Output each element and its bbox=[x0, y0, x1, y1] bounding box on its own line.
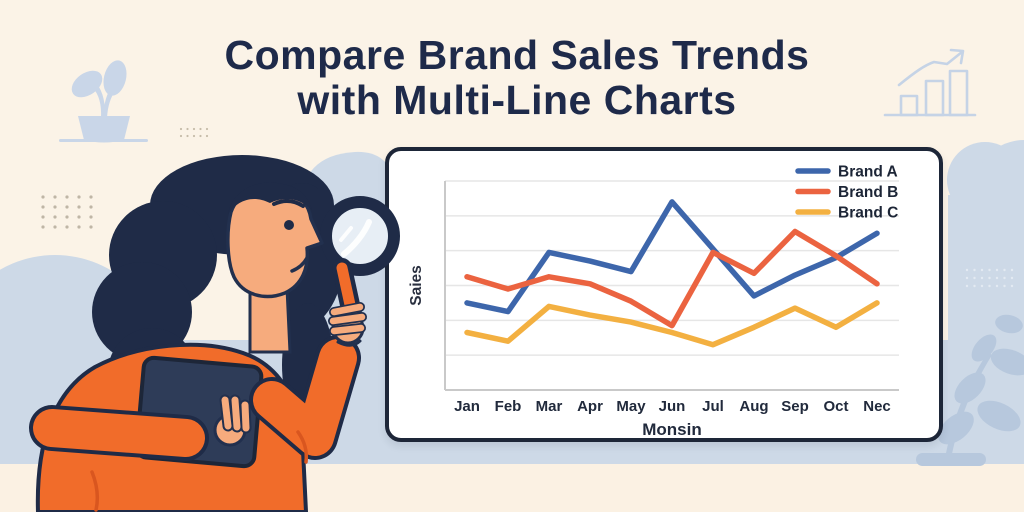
dot bbox=[65, 215, 69, 219]
dots-pattern-left bbox=[41, 195, 93, 229]
dot bbox=[199, 127, 202, 131]
dot bbox=[89, 215, 93, 219]
dot bbox=[980, 276, 984, 280]
dot bbox=[1010, 284, 1014, 288]
legend-item: Brand A bbox=[795, 164, 898, 181]
dot bbox=[77, 225, 81, 229]
dot bbox=[179, 134, 183, 138]
page-title: Compare Brand Sales Trends with Multi-Li… bbox=[112, 32, 922, 124]
dot bbox=[1010, 268, 1014, 272]
x-tick-label: Mar bbox=[536, 398, 563, 415]
legend-label: Brand A bbox=[838, 164, 898, 181]
chart-legend: Brand A Brand B Brand C bbox=[795, 164, 898, 222]
dot bbox=[41, 205, 45, 209]
dot bbox=[965, 284, 969, 288]
dot bbox=[192, 134, 196, 138]
legend-label: Brand C bbox=[838, 205, 898, 222]
legend-item: Brand B bbox=[795, 184, 898, 201]
page-title-line1: Compare Brand Sales Trends bbox=[224, 32, 810, 78]
dot bbox=[53, 215, 57, 219]
x-tick-label: Oct bbox=[823, 398, 848, 415]
dot bbox=[65, 205, 69, 209]
potted-plant-icon bbox=[59, 60, 148, 143]
page-title-line2: with Multi-Line Charts bbox=[297, 77, 737, 124]
dot bbox=[973, 276, 976, 280]
dot bbox=[179, 127, 183, 131]
x-tick-label: Feb bbox=[495, 398, 522, 415]
dots-pattern-title bbox=[179, 127, 209, 138]
bottom-strip bbox=[0, 464, 1024, 512]
dot bbox=[995, 268, 999, 272]
dot bbox=[199, 134, 202, 138]
growth-trend-icon bbox=[883, 48, 977, 117]
legend-label: Brand B bbox=[838, 184, 898, 201]
dot bbox=[1010, 276, 1014, 280]
series-line-brand-b bbox=[464, 228, 880, 329]
dot bbox=[77, 215, 81, 219]
series-line-brand-a bbox=[464, 199, 880, 315]
x-tick-label: Sep bbox=[781, 398, 809, 415]
dot bbox=[65, 195, 69, 199]
dot bbox=[53, 195, 57, 199]
dot bbox=[65, 225, 69, 229]
dot bbox=[89, 225, 93, 229]
dot bbox=[988, 284, 991, 288]
x-tick-label: Apr bbox=[577, 398, 603, 415]
dot bbox=[192, 127, 196, 131]
dot bbox=[973, 268, 976, 272]
dots-pattern-right bbox=[965, 268, 1014, 288]
dot bbox=[41, 215, 45, 219]
dot bbox=[965, 276, 969, 280]
dot bbox=[1003, 284, 1006, 288]
dot bbox=[973, 284, 976, 288]
dot bbox=[41, 225, 45, 229]
dot bbox=[41, 195, 45, 199]
series-line-brand-c bbox=[464, 300, 880, 348]
dot bbox=[186, 134, 189, 138]
y-axis-title: Saies bbox=[408, 265, 425, 306]
x-tick-label: Jul bbox=[702, 398, 724, 415]
dot bbox=[965, 268, 969, 272]
dot bbox=[980, 284, 984, 288]
dot bbox=[205, 134, 209, 138]
dot bbox=[995, 284, 999, 288]
dot bbox=[53, 225, 57, 229]
dot bbox=[988, 268, 991, 272]
dot bbox=[89, 195, 93, 199]
dot bbox=[988, 276, 991, 280]
dot bbox=[980, 268, 984, 272]
dot bbox=[53, 205, 57, 209]
dot bbox=[205, 127, 209, 131]
legend-item: Brand C bbox=[795, 205, 898, 222]
leaf-branch-icon bbox=[916, 314, 1024, 466]
x-tick-label: Aug bbox=[739, 398, 768, 415]
x-tick-label: Nec bbox=[863, 398, 891, 415]
dot bbox=[77, 205, 81, 209]
x-tick-label: May bbox=[616, 398, 646, 415]
dot bbox=[186, 127, 189, 131]
x-tick-label: Jun bbox=[659, 398, 686, 415]
line-chart-panel: Jan Feb Mar Apr May Jun Jul Aug Sep Oct Nec Monsin S… bbox=[385, 147, 943, 442]
dot bbox=[1003, 268, 1006, 272]
x-tick-label: Jan bbox=[454, 398, 480, 415]
dot bbox=[1003, 276, 1006, 280]
dot bbox=[77, 195, 81, 199]
dot bbox=[995, 276, 999, 280]
x-axis-title: Monsin bbox=[642, 420, 702, 439]
multi-line-chart: Jan Feb Mar Apr May Jun Jul Aug Sep Oct Nec Monsin S… bbox=[408, 164, 899, 439]
dot bbox=[89, 205, 93, 209]
